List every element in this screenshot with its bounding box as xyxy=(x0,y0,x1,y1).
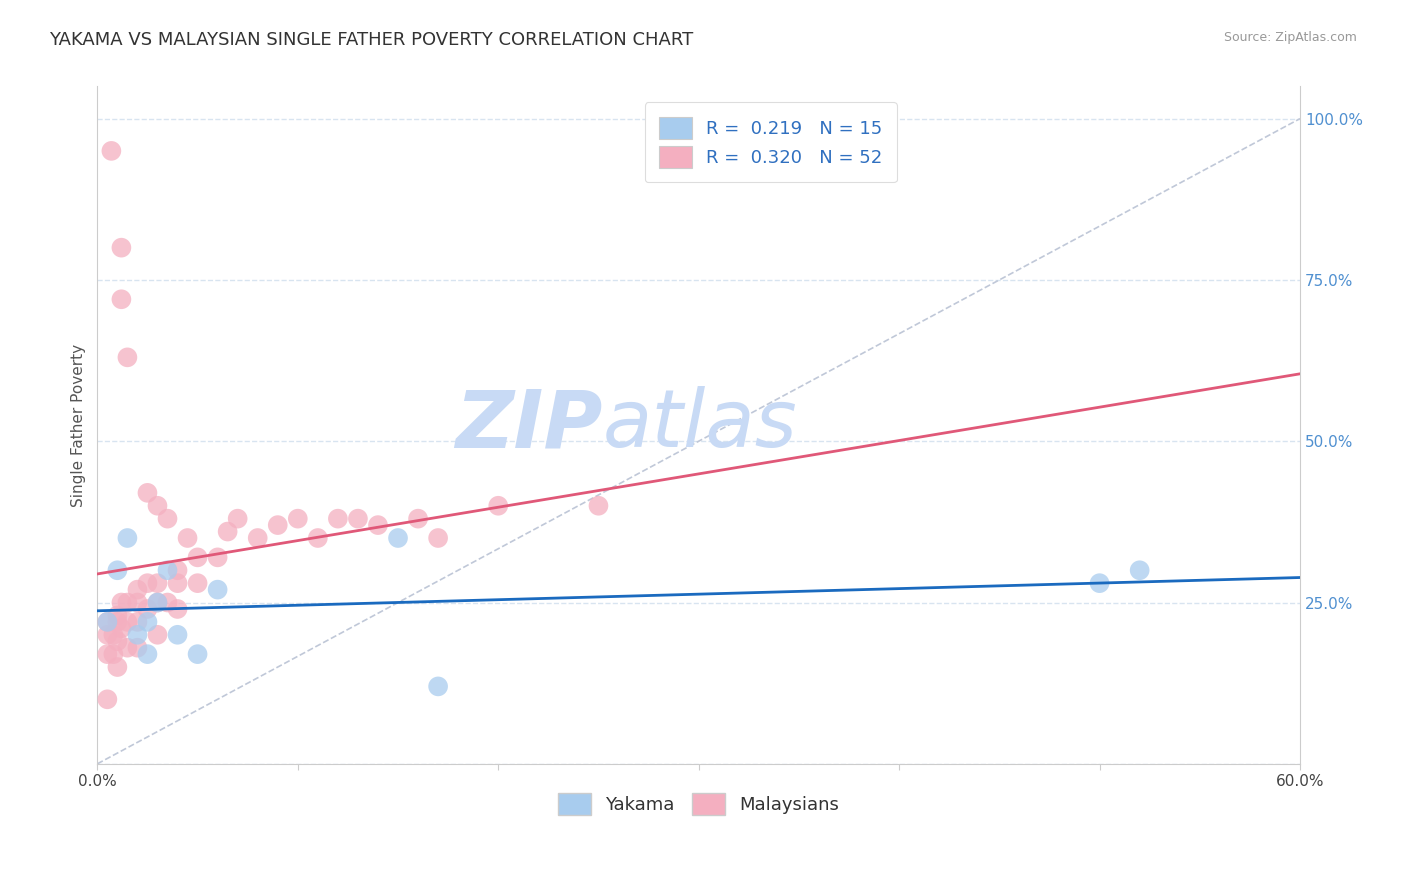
Point xyxy=(127,615,149,629)
Point xyxy=(1088,576,1111,591)
Point xyxy=(117,615,139,629)
Point xyxy=(96,615,118,629)
Point xyxy=(207,582,229,597)
Point xyxy=(136,647,159,661)
Point xyxy=(326,511,349,525)
Point xyxy=(146,628,169,642)
Point xyxy=(387,531,409,545)
Point xyxy=(105,615,128,629)
Point xyxy=(156,563,179,577)
Legend: Yakama, Malaysians: Yakama, Malaysians xyxy=(551,786,846,822)
Point xyxy=(267,518,290,533)
Point xyxy=(166,563,188,577)
Point xyxy=(136,576,159,591)
Point xyxy=(110,595,132,609)
Point xyxy=(226,511,249,525)
Point xyxy=(117,595,139,609)
Point xyxy=(367,518,389,533)
Point xyxy=(166,602,188,616)
Point xyxy=(127,628,149,642)
Point xyxy=(100,144,122,158)
Point xyxy=(127,595,149,609)
Point xyxy=(187,550,209,565)
Point xyxy=(156,595,179,609)
Point xyxy=(96,615,118,629)
Text: Source: ZipAtlas.com: Source: ZipAtlas.com xyxy=(1223,31,1357,45)
Point xyxy=(166,576,188,591)
Point xyxy=(103,628,125,642)
Point xyxy=(187,576,209,591)
Point xyxy=(347,511,370,525)
Point xyxy=(110,293,132,307)
Point xyxy=(207,550,229,565)
Point xyxy=(96,692,118,706)
Text: YAKAMA VS MALAYSIAN SINGLE FATHER POVERTY CORRELATION CHART: YAKAMA VS MALAYSIAN SINGLE FATHER POVERT… xyxy=(49,31,693,49)
Point xyxy=(117,531,139,545)
Point xyxy=(156,511,179,525)
Point xyxy=(406,511,429,525)
Point xyxy=(127,582,149,597)
Point xyxy=(146,499,169,513)
Point xyxy=(105,660,128,674)
Text: ZIP: ZIP xyxy=(456,386,603,464)
Point xyxy=(146,595,169,609)
Point xyxy=(427,531,450,545)
Point xyxy=(110,621,132,635)
Point xyxy=(166,628,188,642)
Point xyxy=(1129,563,1152,577)
Text: atlas: atlas xyxy=(603,386,797,464)
Point xyxy=(486,499,509,513)
Point xyxy=(146,595,169,609)
Point xyxy=(187,647,209,661)
Point xyxy=(146,576,169,591)
Y-axis label: Single Father Poverty: Single Father Poverty xyxy=(72,343,86,507)
Point xyxy=(427,680,450,694)
Point xyxy=(287,511,309,525)
Point xyxy=(136,615,159,629)
Point xyxy=(105,634,128,648)
Point xyxy=(176,531,198,545)
Point xyxy=(127,640,149,655)
Point xyxy=(136,486,159,500)
Point xyxy=(246,531,269,545)
Point xyxy=(96,628,118,642)
Point xyxy=(307,531,329,545)
Point xyxy=(136,602,159,616)
Point xyxy=(117,640,139,655)
Point xyxy=(96,647,118,661)
Point xyxy=(117,351,139,365)
Point xyxy=(105,563,128,577)
Point xyxy=(110,241,132,255)
Point xyxy=(217,524,239,539)
Point xyxy=(105,608,128,623)
Point xyxy=(103,647,125,661)
Point xyxy=(588,499,610,513)
